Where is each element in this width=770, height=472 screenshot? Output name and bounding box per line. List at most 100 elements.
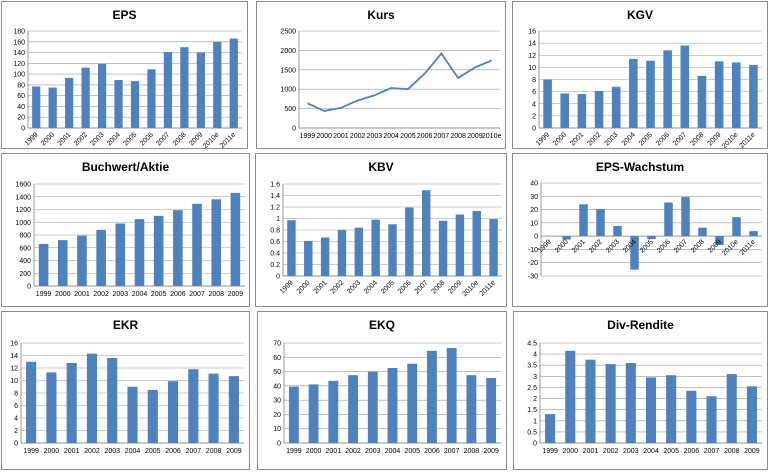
y-tick-label: 0.6 bbox=[270, 239, 280, 246]
y-tick-label: 1.5 bbox=[527, 407, 537, 414]
y-tick-label: 1.6 bbox=[270, 182, 280, 189]
y-tick-label: 12 bbox=[528, 53, 536, 60]
bar bbox=[337, 230, 347, 276]
y-tick-label: 1500 bbox=[280, 67, 296, 74]
x-tick-label: 2005 bbox=[380, 279, 396, 295]
bar bbox=[211, 199, 222, 286]
x-tick-label: 2009 bbox=[467, 133, 483, 140]
x-tick-label: 2008 bbox=[464, 448, 480, 455]
bar bbox=[147, 69, 156, 128]
y-tick-label: 600 bbox=[19, 245, 31, 252]
x-tick-label: 2007 bbox=[434, 133, 450, 140]
x-tick-label: 2001 bbox=[569, 131, 585, 147]
bar bbox=[354, 227, 364, 276]
bar bbox=[348, 375, 358, 443]
bar bbox=[192, 203, 202, 286]
x-tick-label: 2007 bbox=[189, 291, 205, 298]
bar bbox=[38, 243, 49, 286]
bar bbox=[167, 381, 179, 443]
bar bbox=[367, 371, 378, 443]
bar bbox=[715, 236, 724, 246]
bar bbox=[387, 368, 398, 443]
x-tick-label: 2008 bbox=[724, 448, 740, 455]
x-tick-label: 2008 bbox=[208, 291, 224, 298]
x-tick-label: 2002 bbox=[603, 448, 619, 455]
x-tick-label: 2010e bbox=[461, 279, 480, 298]
chart-title: Div-Rendite bbox=[607, 318, 674, 332]
y-tick-label: 60 bbox=[17, 93, 25, 100]
x-tick-label: 1999 bbox=[286, 448, 302, 455]
bar bbox=[698, 227, 707, 237]
y-tick-label: 0.4 bbox=[270, 251, 280, 258]
bar bbox=[134, 219, 145, 286]
y-tick-label: 14 bbox=[528, 41, 536, 48]
y-tick-label: 3.5 bbox=[527, 363, 537, 370]
bar bbox=[32, 86, 41, 128]
y-tick-label: 16 bbox=[528, 29, 536, 36]
bar bbox=[560, 93, 570, 128]
x-tick-label: 2002 bbox=[350, 133, 366, 140]
y-tick-label: 12 bbox=[10, 366, 18, 373]
bar bbox=[645, 377, 657, 443]
chart-panel-eps: EPS 0 20 40 60 80 100 120 140 160 180 1999 2000 2001 2… bbox=[1, 1, 248, 149]
x-tick-label: 2010e bbox=[721, 239, 740, 258]
bar bbox=[388, 224, 397, 276]
x-tick-label: 2000 bbox=[44, 448, 60, 455]
bar bbox=[163, 52, 173, 129]
bar bbox=[489, 219, 498, 276]
bar bbox=[77, 235, 87, 286]
bar bbox=[107, 358, 118, 443]
bar bbox=[229, 38, 238, 128]
y-tick-label: 160 bbox=[13, 39, 25, 46]
bar bbox=[371, 219, 380, 276]
chart-title: EPS bbox=[112, 8, 136, 22]
y-tick-label: 70 bbox=[273, 341, 281, 348]
bar bbox=[562, 236, 571, 240]
x-tick-label: 2008 bbox=[430, 279, 446, 295]
bar bbox=[196, 52, 205, 128]
bar bbox=[565, 350, 576, 443]
x-tick-label: 2001 bbox=[326, 448, 342, 455]
bar bbox=[731, 62, 741, 128]
bar bbox=[706, 396, 717, 443]
y-tick-label: 4 bbox=[14, 416, 18, 423]
x-tick-label: 2000 bbox=[552, 131, 568, 147]
x-tick-label: 2011e bbox=[739, 239, 757, 257]
x-tick-label: 1999 bbox=[537, 239, 553, 255]
bar bbox=[173, 210, 183, 286]
y-tick-label: 1000 bbox=[280, 87, 296, 94]
bar bbox=[26, 361, 37, 443]
x-tick-label: 2002 bbox=[586, 131, 602, 147]
bar bbox=[96, 229, 106, 286]
y-tick-label: 0 bbox=[532, 126, 536, 133]
y-tick-label: 180 bbox=[13, 29, 25, 36]
y-tick-label: 30 bbox=[273, 398, 281, 405]
bar bbox=[438, 220, 448, 276]
x-tick-label: 2003 bbox=[367, 133, 383, 140]
x-tick-label: 2004 bbox=[383, 133, 399, 140]
y-tick-label: 1000 bbox=[15, 220, 31, 227]
y-tick-label: 1 bbox=[276, 216, 280, 223]
bar bbox=[594, 91, 604, 128]
x-tick-label: 2002 bbox=[93, 291, 109, 298]
x-tick-label: 2005 bbox=[638, 131, 654, 147]
bar bbox=[65, 77, 74, 128]
bar bbox=[180, 47, 189, 128]
x-tick-label: 2003 bbox=[604, 131, 620, 147]
x-tick-label: 2000 bbox=[306, 448, 322, 455]
x-tick-label: 2003 bbox=[104, 448, 120, 455]
bar bbox=[320, 237, 330, 276]
bar bbox=[188, 369, 199, 443]
x-tick-label: 2011e bbox=[738, 131, 756, 148]
x-tick-label: 2002 bbox=[345, 448, 361, 455]
x-tick-label: 2004 bbox=[106, 131, 122, 147]
x-tick-label: 2004 bbox=[385, 448, 401, 455]
y-tick-label: 2 bbox=[533, 396, 537, 403]
x-tick-label: 2005 bbox=[151, 291, 167, 298]
y-tick-label: 20 bbox=[17, 115, 25, 122]
bar bbox=[97, 63, 107, 128]
x-tick-label: 2007 bbox=[186, 448, 202, 455]
y-tick-label: 10 bbox=[530, 220, 538, 227]
chart-title: KBV bbox=[368, 160, 393, 174]
bar bbox=[543, 79, 552, 128]
